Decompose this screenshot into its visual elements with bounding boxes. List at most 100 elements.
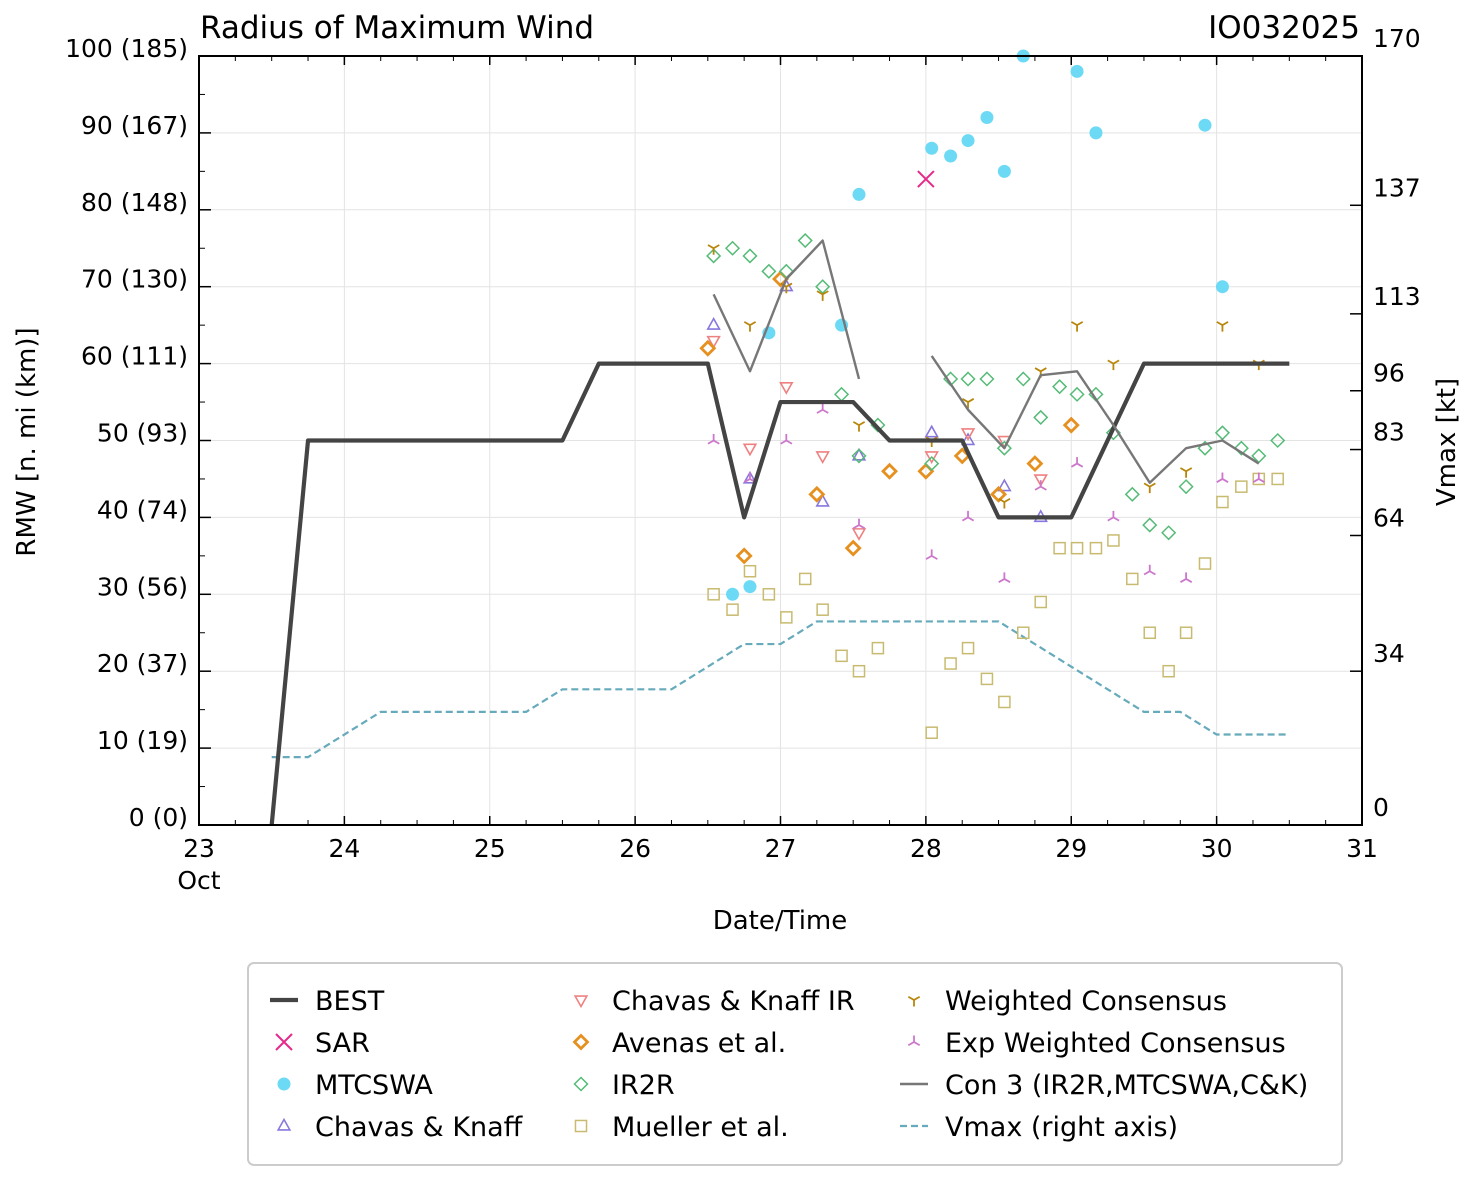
legend-item: Con 3 (IR2R,MTCSWA,C&K): [900, 1070, 1308, 1101]
data-point: [1214, 425, 1231, 441]
data-point: [1179, 467, 1193, 478]
data-point: [726, 587, 740, 601]
data-point: [925, 141, 939, 155]
data-point: [1107, 510, 1120, 522]
data-point: [961, 510, 975, 522]
axes: 23 Oct 24 25 26 27 28 29 30 31 0 (0) 10 (19) 20 (37)…: [65, 24, 1421, 895]
data-point: [852, 518, 866, 530]
data-point: [706, 335, 721, 349]
legend-label: Vmax (right axis): [945, 1112, 1178, 1143]
data-point: [743, 321, 757, 332]
data-point: [1033, 409, 1049, 425]
legend-swatch: [573, 1076, 589, 1092]
data-point: [706, 317, 721, 330]
data-point: [1161, 525, 1177, 541]
data-point: [1070, 321, 1084, 332]
data-point: [780, 611, 793, 624]
data-point: [1033, 474, 1048, 488]
data-point: [998, 695, 1011, 709]
data-point: [815, 451, 830, 465]
series-mueller-et-al: [707, 472, 1284, 739]
data-point: [998, 497, 1011, 509]
data-point: [1069, 386, 1085, 402]
legend-label: Avenas et al.: [612, 1028, 786, 1059]
data-point: [1142, 517, 1158, 533]
data-point: [707, 434, 720, 445]
y2-tick-label: 137: [1373, 173, 1421, 202]
data-point: [871, 641, 885, 655]
y-tick-label: 70 (130): [81, 265, 188, 294]
data-point: [997, 164, 1011, 178]
series-ir2r: [706, 232, 1286, 541]
data-point: [707, 244, 720, 255]
legend: BEST SAR MTCSWA Chavas & Knaff Chavas & Knaf…: [247, 962, 1343, 1166]
data-point: [961, 134, 975, 148]
plot-frame: [198, 55, 1363, 826]
data-point: [851, 528, 867, 541]
legend-label: Mueller et al.: [612, 1112, 789, 1143]
data-point: [997, 478, 1012, 492]
data-point: [944, 657, 957, 670]
legend-item: Avenas et al.: [572, 1028, 786, 1059]
series-line: [269, 361, 1290, 826]
data-point: [699, 339, 717, 357]
data-point: [1089, 126, 1103, 140]
legend-label: Chavas & Knaff IR: [612, 986, 855, 1017]
legend-item: BEST: [270, 986, 385, 1017]
y-tick-label: 90 (167): [81, 111, 188, 140]
legend-swatch: [276, 1117, 292, 1131]
data-point: [1179, 572, 1193, 583]
x-tick-label: 29: [1055, 834, 1087, 863]
data-point: [996, 440, 1012, 456]
data-point: [724, 240, 741, 256]
data-point: [1215, 280, 1229, 294]
data-point: [808, 485, 826, 503]
legend-item: Vmax (right axis): [900, 1112, 1178, 1143]
legend-label: Con 3 (IR2R,MTCSWA,C&K): [945, 1070, 1308, 1101]
data-point: [1162, 664, 1175, 678]
data-point: [979, 371, 995, 387]
data-point: [798, 572, 812, 586]
data-point: [797, 232, 813, 249]
y2-tick-label: 170: [1373, 24, 1421, 53]
x-tick-label: 25: [474, 834, 506, 863]
data-point: [815, 279, 831, 295]
data-point: [990, 485, 1008, 503]
data-point: [960, 428, 976, 441]
y-tick-label: 80 (148): [81, 188, 188, 217]
series-weighted-consensus: [707, 244, 1265, 509]
data-point: [1070, 457, 1084, 468]
data-point: [1124, 486, 1140, 502]
data-point: [1126, 572, 1139, 586]
data-point: [743, 580, 757, 594]
y-tick-label: 10 (19): [97, 726, 188, 755]
chart-title: Radius of Maximum Wind: [200, 10, 594, 46]
legend-swatch: [275, 1033, 293, 1051]
data-point: [706, 248, 722, 264]
y-tick-label: 30 (56): [97, 572, 188, 601]
data-point: [925, 549, 938, 560]
data-point: [1178, 479, 1194, 495]
data-point: [779, 381, 794, 395]
x-tick-label: 31: [1346, 834, 1378, 863]
series-best: [269, 361, 1290, 826]
data-point: [1143, 564, 1156, 576]
legend-swatch: [907, 1035, 921, 1047]
legend-label: SAR: [315, 1028, 370, 1059]
y-tick-label: 50 (93): [97, 419, 188, 448]
data-point: [998, 572, 1011, 583]
data-point: [961, 641, 975, 655]
data-point: [961, 398, 975, 409]
series-mtcswa: [726, 49, 1229, 601]
series-exp-weighted-consensus: [707, 403, 1265, 583]
data-point: [1026, 455, 1044, 473]
data-point: [1198, 118, 1212, 132]
y-tick-label: 60 (111): [81, 342, 188, 371]
data-point: [742, 470, 758, 484]
data-point: [1216, 495, 1229, 509]
data-point: [960, 432, 976, 446]
data-point: [735, 547, 753, 565]
data-point: [881, 462, 899, 480]
x-tick-label: 24: [328, 834, 360, 863]
